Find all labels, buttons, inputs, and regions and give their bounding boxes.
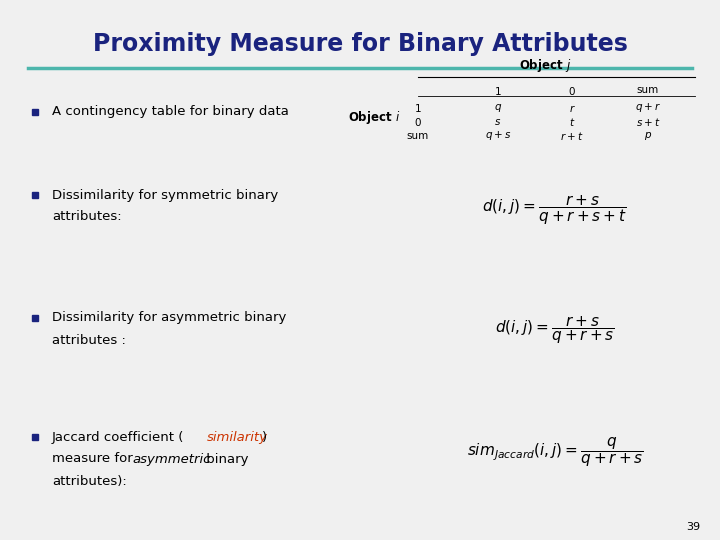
Text: $1$: $1$ — [494, 85, 502, 97]
Text: $0$: $0$ — [568, 85, 576, 97]
Text: attributes):: attributes): — [52, 475, 127, 488]
Text: Proximity Measure for Binary Attributes: Proximity Measure for Binary Attributes — [93, 32, 627, 56]
Bar — [32, 109, 38, 115]
Text: Jaccard coefficient (: Jaccard coefficient ( — [52, 430, 184, 443]
Text: $q+s$: $q+s$ — [485, 130, 511, 143]
Text: $q$: $q$ — [494, 102, 502, 114]
Text: $s+t$: $s+t$ — [636, 116, 660, 128]
Text: $r+t$: $r+t$ — [560, 130, 584, 142]
Text: Object $i$: Object $i$ — [348, 110, 400, 126]
Text: $p$: $p$ — [644, 130, 652, 142]
Text: $1$: $1$ — [414, 102, 422, 114]
Text: attributes:: attributes: — [52, 211, 122, 224]
Text: similarity: similarity — [207, 430, 268, 443]
Text: $0$: $0$ — [414, 116, 422, 128]
Text: $sim_{Jaccard}(i, j) = \dfrac{q}{q + r + s}$: $sim_{Jaccard}(i, j) = \dfrac{q}{q + r +… — [467, 435, 644, 469]
Text: A contingency table for binary data: A contingency table for binary data — [52, 105, 289, 118]
Text: $t$: $t$ — [569, 116, 575, 128]
Text: attributes :: attributes : — [52, 334, 126, 347]
Text: sum: sum — [637, 85, 659, 95]
Bar — [32, 434, 38, 440]
Text: binary: binary — [202, 453, 248, 465]
Text: Object $j$: Object $j$ — [519, 57, 571, 74]
Text: Dissimilarity for asymmetric binary: Dissimilarity for asymmetric binary — [52, 312, 287, 325]
Bar — [32, 192, 38, 198]
Bar — [32, 315, 38, 321]
Text: measure for: measure for — [52, 453, 137, 465]
Text: 39: 39 — [686, 522, 700, 532]
Text: $d(i, j) = \dfrac{r + s}{q + r + s}$: $d(i, j) = \dfrac{r + s}{q + r + s}$ — [495, 314, 615, 346]
Text: ): ) — [262, 430, 267, 443]
Text: Dissimilarity for symmetric binary: Dissimilarity for symmetric binary — [52, 188, 278, 201]
Text: asymmetric: asymmetric — [132, 453, 210, 465]
Text: $r$: $r$ — [569, 103, 575, 113]
Text: sum: sum — [407, 131, 429, 141]
Text: $d(i, j) = \dfrac{r + s}{q + r + s + t}$: $d(i, j) = \dfrac{r + s}{q + r + s + t}$ — [482, 193, 628, 227]
Text: $q+r$: $q+r$ — [635, 102, 661, 114]
Text: $s$: $s$ — [495, 117, 502, 127]
